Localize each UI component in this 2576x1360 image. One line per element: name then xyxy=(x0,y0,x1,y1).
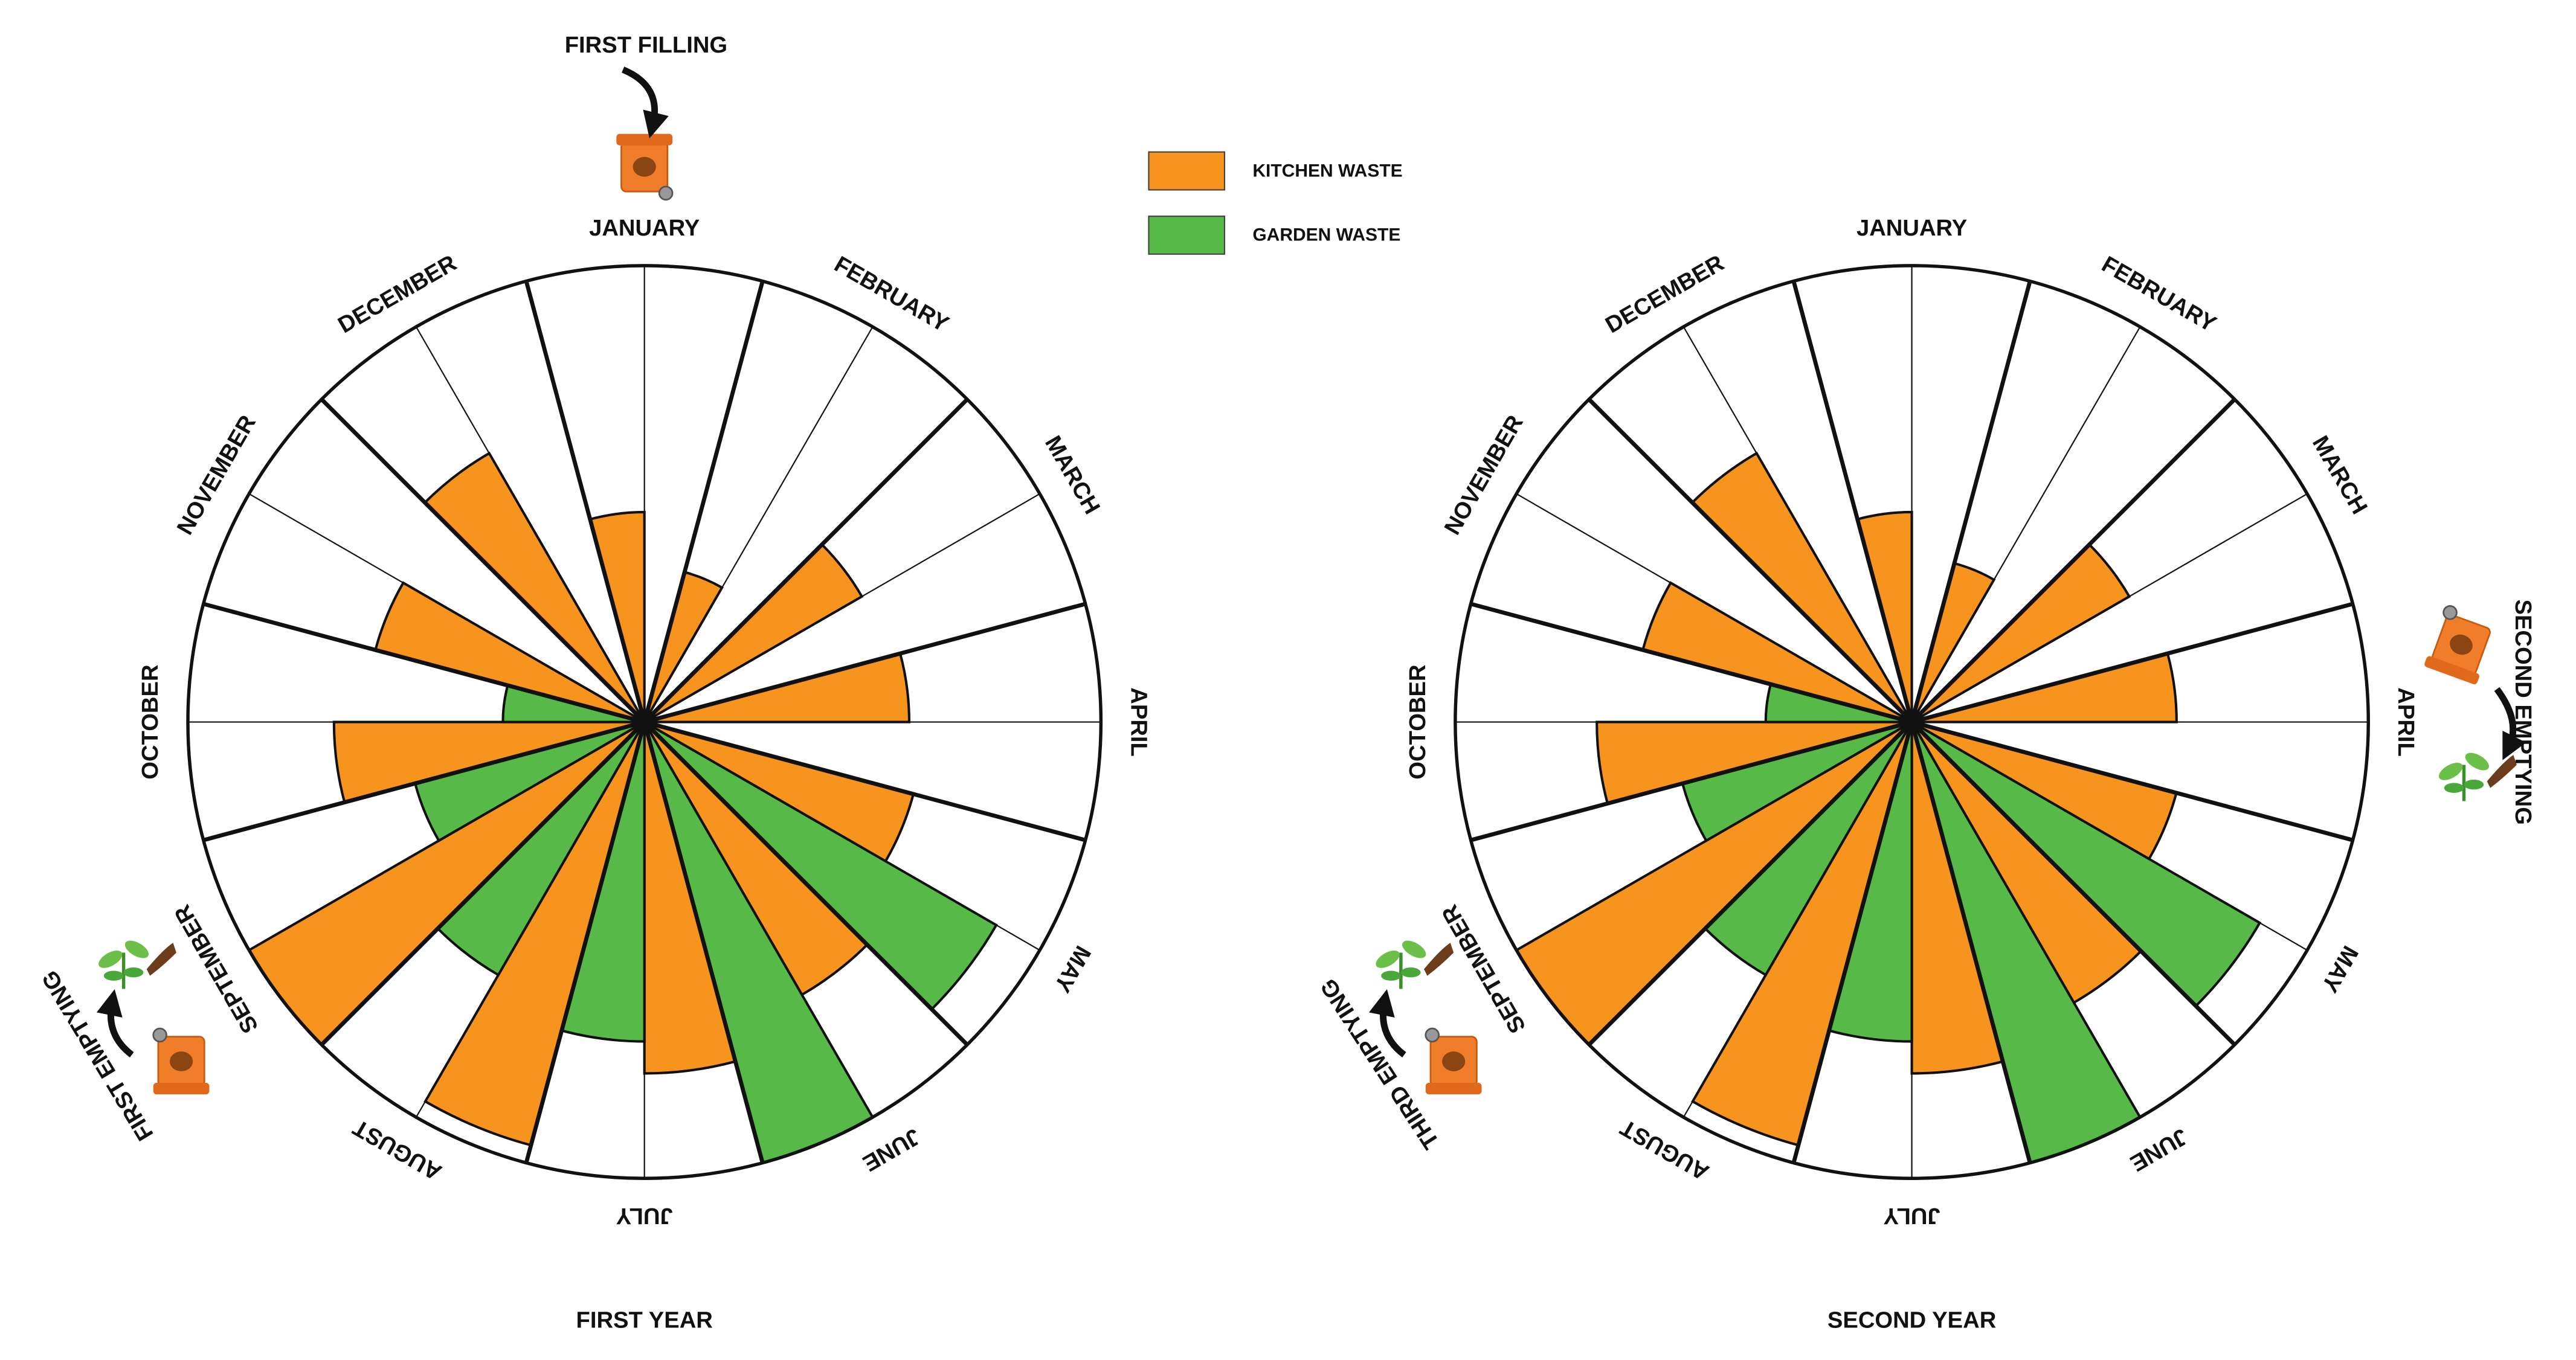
month-divider xyxy=(1587,397,1913,723)
month-label: JANUARY xyxy=(1856,215,1967,241)
bin-icon xyxy=(2423,603,2500,687)
sub-divider xyxy=(248,493,645,723)
month-divider xyxy=(202,601,645,724)
annotation: THIRD EMPTYING xyxy=(1315,974,1444,1153)
sub-divider xyxy=(1682,722,1913,1118)
arrow xyxy=(1368,989,1406,1058)
month-label: APRIL xyxy=(2393,687,2419,757)
month-label: MARCH xyxy=(1040,431,1105,519)
plant-icon xyxy=(2436,749,2516,801)
month-label: OCTOBER xyxy=(1405,664,1431,779)
month-divider xyxy=(1911,720,2354,842)
month-divider xyxy=(1791,280,1914,723)
month-label: JULY xyxy=(616,1203,673,1229)
month-label: JUNE xyxy=(858,1123,925,1176)
sub-divider xyxy=(1911,326,2141,723)
sub-divider xyxy=(643,722,874,1118)
legend-swatch xyxy=(1148,151,1226,191)
bin-icon xyxy=(615,133,674,201)
wedge xyxy=(1691,721,1913,1147)
month-label: APRIL xyxy=(1125,687,1151,757)
month-divider xyxy=(524,721,646,1164)
month-divider xyxy=(320,397,646,723)
month-label: JANUARY xyxy=(589,215,700,241)
sub-divider xyxy=(1911,493,2308,723)
chart-title: SECOND YEAR xyxy=(1827,1307,1996,1333)
month-divider xyxy=(642,280,765,723)
month-divider xyxy=(643,601,1086,724)
chart-title: FIRST YEAR xyxy=(576,1307,713,1333)
month-divider xyxy=(320,720,646,1047)
month-divider xyxy=(1791,721,1914,1164)
annotation: FIRST EMPTYING xyxy=(37,966,159,1145)
bin-icon xyxy=(1425,1027,1483,1095)
sub-divider xyxy=(644,721,1040,951)
month-label: MAY xyxy=(2316,941,2363,997)
sub-divider xyxy=(1516,493,1913,723)
hub xyxy=(637,715,651,729)
sub-divider xyxy=(248,721,645,951)
month-divider xyxy=(1470,601,1913,724)
arrow xyxy=(622,66,669,139)
annotation: FIRST FILLING xyxy=(565,32,727,58)
month-divider xyxy=(1470,720,1913,842)
polar-chart: JANUARYFEBRUARYMARCHAPRILMAYJUNEJULYAUGU… xyxy=(1315,215,2536,1333)
polar-chart: JANUARYFEBRUARYMARCHAPRILMAYJUNEJULYAUGU… xyxy=(37,32,1152,1333)
sub-divider xyxy=(1911,722,2141,1118)
month-divider xyxy=(524,280,646,723)
sub-divider xyxy=(415,326,645,723)
month-divider xyxy=(643,720,1086,842)
month-divider xyxy=(1911,601,2354,724)
month-label: MAY xyxy=(1049,941,1096,997)
sub-divider xyxy=(643,326,874,723)
month-divider xyxy=(643,397,969,723)
month-divider xyxy=(642,721,765,1164)
month-label: JULY xyxy=(1884,1203,1940,1229)
hub xyxy=(1905,715,1919,729)
sub-divider xyxy=(1911,721,2308,951)
icons xyxy=(95,66,2526,1095)
legend: KITCHEN WASTE GARDEN WASTE xyxy=(1148,151,1403,255)
legend-label: KITCHEN WASTE xyxy=(1252,161,1402,181)
month-divider xyxy=(202,720,645,842)
bin-icon xyxy=(152,1027,210,1095)
month-divider xyxy=(1910,720,2236,1047)
sub-divider xyxy=(1516,721,1913,951)
plant-icon xyxy=(1373,937,1454,989)
sub-divider xyxy=(644,493,1040,723)
sub-divider xyxy=(415,722,645,1118)
month-divider xyxy=(643,720,969,1047)
legend-swatch xyxy=(1148,215,1226,255)
month-divider xyxy=(1910,721,2032,1164)
legend-label: GARDEN WASTE xyxy=(1252,225,1400,245)
month-label: OCTOBER xyxy=(137,664,163,779)
sub-divider xyxy=(1682,326,1913,723)
month-divider xyxy=(1587,720,1913,1047)
arrow xyxy=(2494,687,2526,760)
month-divider xyxy=(1910,280,2032,723)
plant-icon xyxy=(95,937,176,989)
wedge xyxy=(423,721,646,1147)
month-label: JUNE xyxy=(2126,1123,2192,1176)
month-divider xyxy=(1910,397,2236,723)
arrow xyxy=(96,989,134,1058)
annotation: SECOND EMPTYING xyxy=(2510,599,2536,824)
outer-ring xyxy=(186,264,1103,1180)
outer-ring xyxy=(1454,264,2370,1180)
month-label: MARCH xyxy=(2307,431,2372,519)
